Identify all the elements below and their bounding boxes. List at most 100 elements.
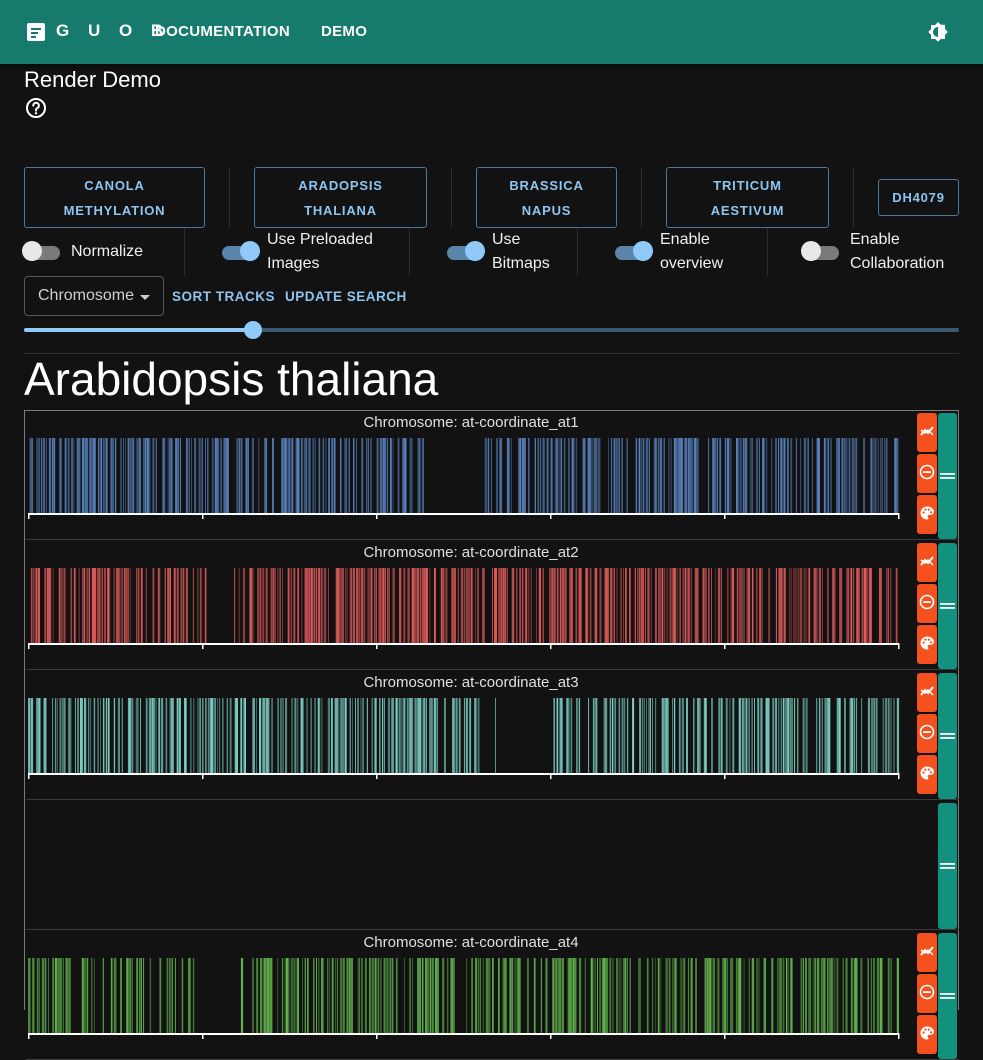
track-drag-handle[interactable] (938, 933, 957, 1059)
track-plot[interactable] (26, 671, 916, 800)
density-bar (492, 958, 494, 1033)
density-bar (561, 698, 563, 773)
density-bar (728, 438, 730, 513)
track-palette-button[interactable] (917, 625, 937, 664)
density-bar (169, 958, 171, 1033)
track-chart-button[interactable] (917, 543, 937, 582)
dataset-brassica-napus-button[interactable]: BRASSICA NAPUS (476, 167, 617, 228)
track-remove-button[interactable] (917, 714, 937, 753)
track-remove-button[interactable] (917, 454, 937, 493)
dataset-triticum-aestivum-button[interactable]: TRITICUM AESTIVUM (666, 167, 829, 228)
density-bar (759, 438, 760, 513)
remove-circle-icon (919, 724, 935, 740)
document-icon[interactable] (26, 22, 46, 42)
track-plot[interactable] (26, 541, 916, 670)
density-bar (121, 698, 123, 773)
track-drag-handle[interactable] (938, 413, 957, 539)
nav-documentation[interactable]: DOCUMENTATION (155, 23, 290, 40)
track-drag-handle[interactable] (938, 673, 957, 799)
density-bar (587, 438, 590, 513)
density-bar (115, 958, 117, 1033)
density-bar (794, 698, 796, 773)
density-bar (618, 438, 620, 513)
density-bar (663, 698, 666, 773)
density-bar (274, 568, 276, 643)
track-chart-button[interactable] (917, 413, 937, 452)
track-remove-button[interactable] (917, 584, 937, 623)
density-bar (194, 438, 196, 513)
density-bar (498, 568, 500, 643)
density-bar (43, 698, 46, 773)
density-bar (727, 568, 729, 643)
chromosome-select[interactable]: Chromosome (24, 276, 164, 316)
help-icon[interactable] (25, 97, 47, 119)
track-remove-button[interactable] (917, 974, 937, 1013)
density-bar (768, 568, 771, 643)
track-drag-handle[interactable] (938, 543, 957, 669)
density-bar (561, 958, 564, 1033)
track-chart-button[interactable] (917, 673, 937, 712)
density-bar (54, 698, 57, 773)
track-chart-button[interactable] (917, 933, 937, 972)
density-bar (301, 698, 304, 773)
density-bar (746, 568, 749, 643)
density-bar (830, 958, 833, 1033)
density-bar (366, 438, 368, 513)
density-bar (790, 958, 793, 1033)
density-bar (870, 568, 872, 643)
density-bar (44, 958, 47, 1033)
dataset-dh4079-button[interactable]: DH4079 (878, 179, 959, 216)
density-bar (442, 958, 445, 1033)
density-bar (723, 958, 727, 1033)
density-bar (302, 958, 303, 1033)
track-palette-button[interactable] (917, 495, 937, 534)
track-palette-button[interactable] (917, 755, 937, 794)
density-bar (782, 698, 785, 773)
density-bar (778, 568, 781, 643)
dataset-aradopsis-thaliana-button[interactable]: ARADOPSIS THALIANA (254, 167, 427, 228)
density-bar (204, 568, 207, 643)
density-bar (562, 568, 565, 643)
density-bar (256, 958, 259, 1033)
density-bar (392, 698, 394, 773)
density-bar (164, 568, 166, 643)
density-bar (491, 438, 492, 513)
density-bar (167, 568, 169, 643)
density-bar (418, 958, 421, 1033)
track-plot[interactable] (26, 411, 916, 540)
density-bar (380, 958, 382, 1033)
density-bar (384, 568, 386, 643)
density-bar (890, 568, 892, 643)
sort-tracks-button[interactable]: SORT TRACKS (172, 289, 275, 304)
density-bar (87, 958, 89, 1033)
dataset-canola-methylation-button[interactable]: CANOLA METHYLATION (24, 167, 205, 228)
slider-rail[interactable] (24, 328, 959, 332)
density-bar (30, 698, 34, 773)
density-bar (331, 438, 333, 513)
density-bar (513, 568, 515, 643)
track-drag-handle[interactable] (938, 803, 957, 929)
density-bar (117, 568, 119, 643)
density-bar (423, 698, 426, 773)
density-bar (153, 698, 155, 773)
density-bar (795, 568, 797, 643)
density-bar (105, 438, 108, 513)
density-bar (424, 568, 427, 643)
density-bar (471, 958, 473, 1033)
app-logo-text[interactable]: G U O B (56, 21, 171, 40)
density-bar (639, 958, 641, 1033)
density-bar (757, 698, 760, 773)
density-bar (344, 698, 347, 773)
slider-thumb[interactable] (244, 321, 263, 339)
density-bar (466, 568, 468, 643)
density-bar (110, 438, 113, 513)
density-bar (710, 958, 712, 1033)
density-bar (665, 958, 667, 1033)
brightness-icon[interactable] (926, 20, 950, 44)
track-plot[interactable] (26, 931, 916, 1060)
density-bar (335, 698, 339, 773)
track-palette-button[interactable] (917, 1015, 937, 1054)
density-bar (151, 698, 154, 773)
nav-demo[interactable]: DEMO (321, 23, 368, 40)
update-search-button[interactable]: UPDATE SEARCH (285, 289, 407, 304)
